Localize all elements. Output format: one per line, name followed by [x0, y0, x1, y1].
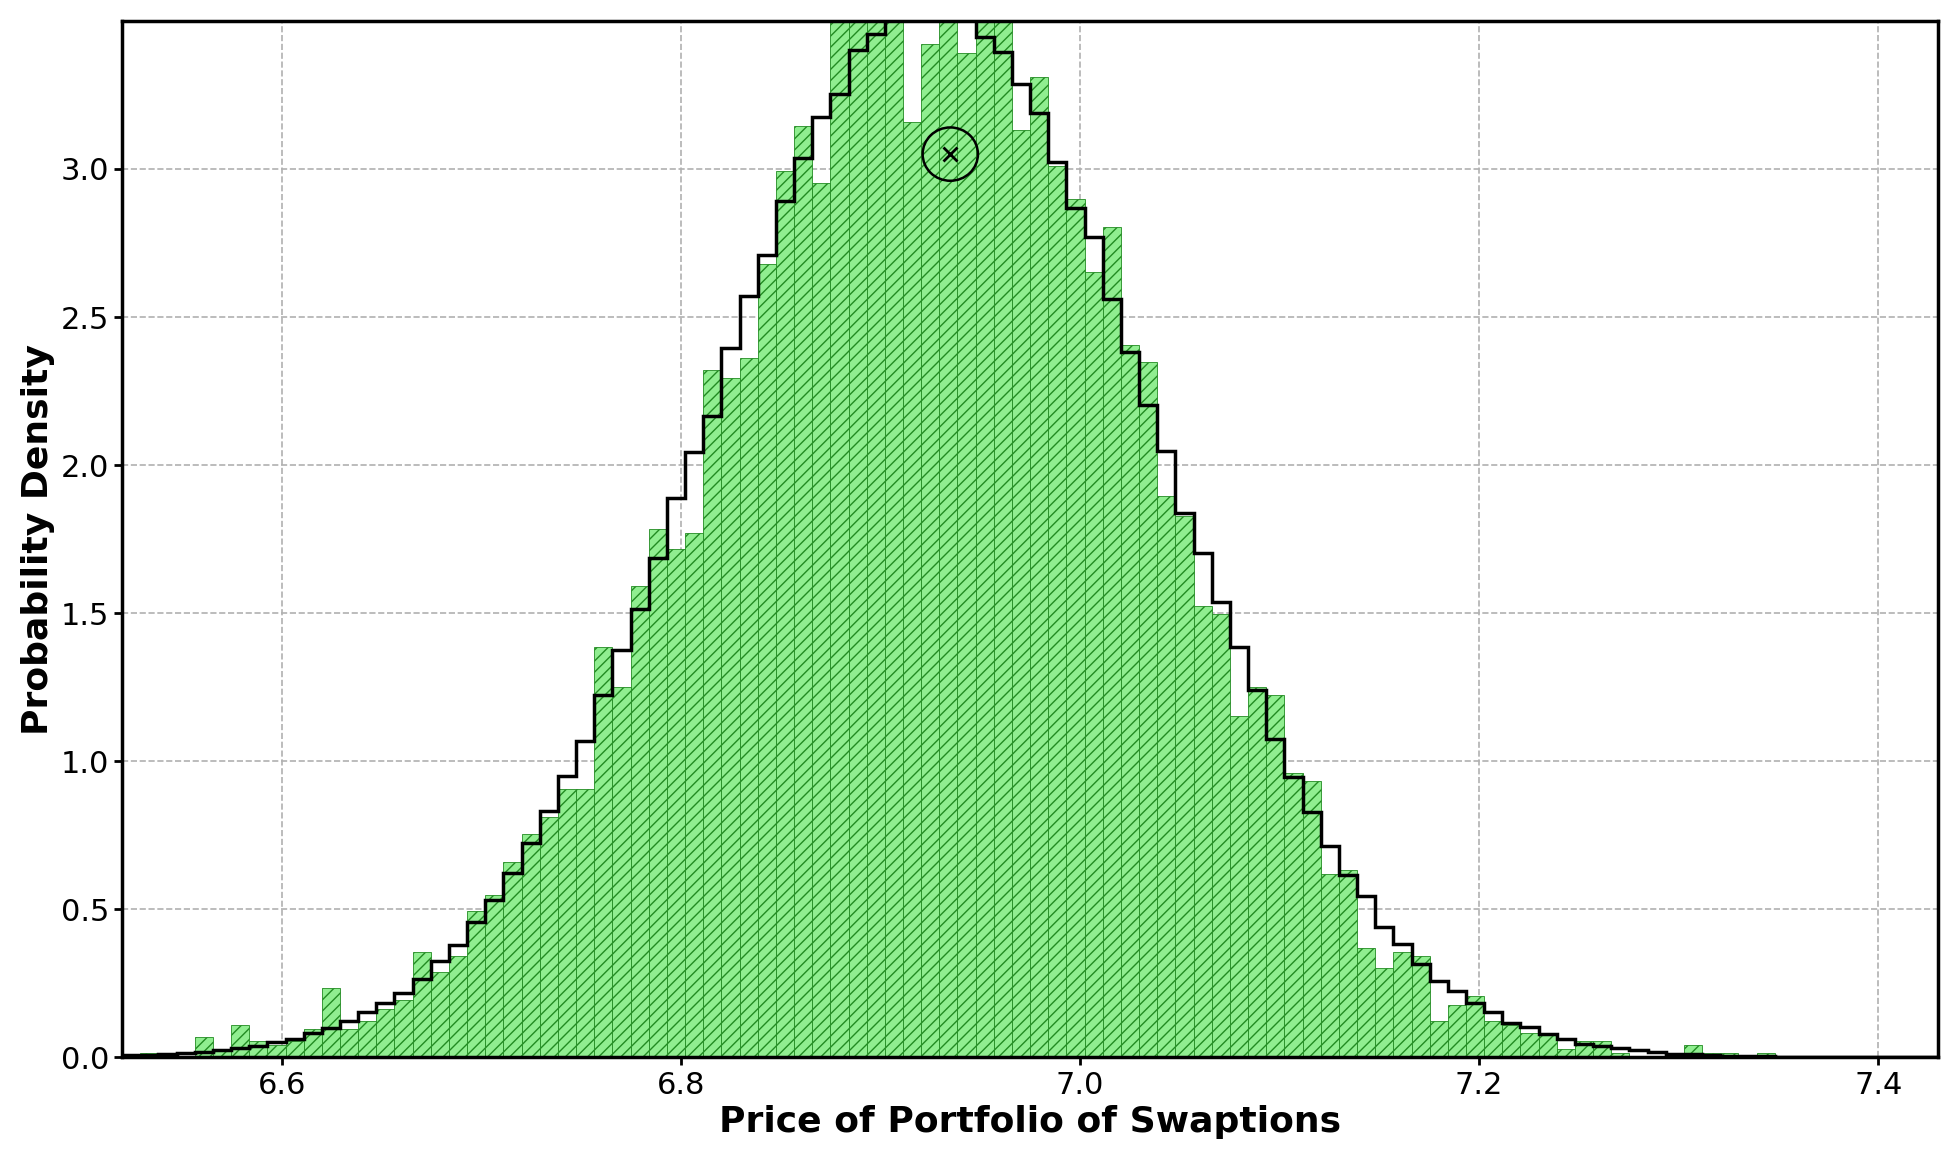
- Bar: [813, 183, 831, 1058]
- X-axis label: Price of Portfolio of Swaptions: Price of Portfolio of Swaptions: [719, 1105, 1342, 1139]
- Bar: [1030, 77, 1048, 1058]
- Bar: [758, 264, 776, 1058]
- Bar: [449, 956, 466, 1058]
- Bar: [613, 687, 631, 1058]
- Bar: [266, 1045, 286, 1058]
- Bar: [1193, 606, 1213, 1058]
- Bar: [1593, 1042, 1610, 1058]
- Bar: [1720, 1053, 1738, 1058]
- Bar: [286, 1042, 304, 1058]
- Bar: [576, 789, 594, 1058]
- Bar: [1702, 1053, 1720, 1058]
- Bar: [1285, 773, 1303, 1058]
- Bar: [831, 0, 848, 1058]
- Bar: [1320, 875, 1338, 1058]
- Bar: [866, 3, 885, 1058]
- Bar: [486, 894, 503, 1058]
- Bar: [1303, 781, 1320, 1058]
- Bar: [394, 1000, 413, 1058]
- Bar: [1138, 362, 1158, 1058]
- Bar: [1485, 1021, 1503, 1058]
- Bar: [431, 972, 449, 1058]
- Bar: [885, 0, 903, 1058]
- Bar: [1465, 996, 1485, 1058]
- Bar: [1520, 1034, 1538, 1058]
- Bar: [159, 1053, 176, 1058]
- Bar: [1685, 1045, 1702, 1058]
- Bar: [1048, 167, 1066, 1058]
- Bar: [848, 0, 866, 1058]
- Bar: [413, 951, 431, 1058]
- Bar: [703, 370, 721, 1058]
- Bar: [793, 125, 813, 1058]
- Bar: [1230, 716, 1248, 1058]
- Bar: [1085, 273, 1103, 1058]
- Bar: [958, 52, 976, 1058]
- Bar: [214, 1050, 231, 1058]
- Bar: [194, 1037, 214, 1058]
- Bar: [721, 378, 741, 1058]
- Bar: [1610, 1053, 1630, 1058]
- Bar: [1557, 1050, 1575, 1058]
- Bar: [1103, 227, 1121, 1058]
- Bar: [921, 44, 938, 1058]
- Bar: [1121, 346, 1138, 1058]
- Bar: [1175, 516, 1193, 1058]
- Bar: [1066, 200, 1085, 1058]
- Bar: [1448, 1005, 1465, 1058]
- Bar: [1430, 1021, 1448, 1058]
- Bar: [631, 586, 648, 1058]
- Bar: [1575, 1042, 1593, 1058]
- Bar: [466, 911, 486, 1058]
- Bar: [594, 646, 613, 1058]
- Bar: [1213, 614, 1230, 1058]
- Bar: [776, 171, 793, 1058]
- Bar: [521, 834, 541, 1058]
- Bar: [1375, 967, 1393, 1058]
- Bar: [1248, 687, 1266, 1058]
- Bar: [1412, 956, 1430, 1058]
- Bar: [341, 1029, 358, 1058]
- Bar: [1538, 1034, 1557, 1058]
- Bar: [686, 532, 703, 1058]
- Bar: [976, 3, 993, 1058]
- Bar: [1757, 1053, 1775, 1058]
- Bar: [321, 988, 341, 1058]
- Bar: [503, 862, 521, 1058]
- Y-axis label: Probability Density: Probability Density: [22, 343, 55, 734]
- Bar: [541, 818, 558, 1058]
- Bar: [938, 8, 958, 1058]
- Bar: [1013, 130, 1030, 1058]
- Bar: [141, 1053, 159, 1058]
- Bar: [1358, 948, 1375, 1058]
- Bar: [231, 1025, 249, 1058]
- Bar: [1266, 695, 1285, 1058]
- Bar: [1393, 951, 1412, 1058]
- Bar: [1158, 496, 1175, 1058]
- Bar: [903, 122, 921, 1058]
- Bar: [1503, 1025, 1520, 1058]
- Bar: [376, 1008, 394, 1058]
- Bar: [666, 549, 686, 1058]
- Bar: [1338, 870, 1358, 1058]
- Bar: [304, 1029, 321, 1058]
- Bar: [249, 1042, 266, 1058]
- Bar: [558, 789, 576, 1058]
- Bar: [648, 529, 666, 1058]
- Bar: [741, 357, 758, 1058]
- Bar: [993, 0, 1013, 1058]
- Bar: [358, 1021, 376, 1058]
